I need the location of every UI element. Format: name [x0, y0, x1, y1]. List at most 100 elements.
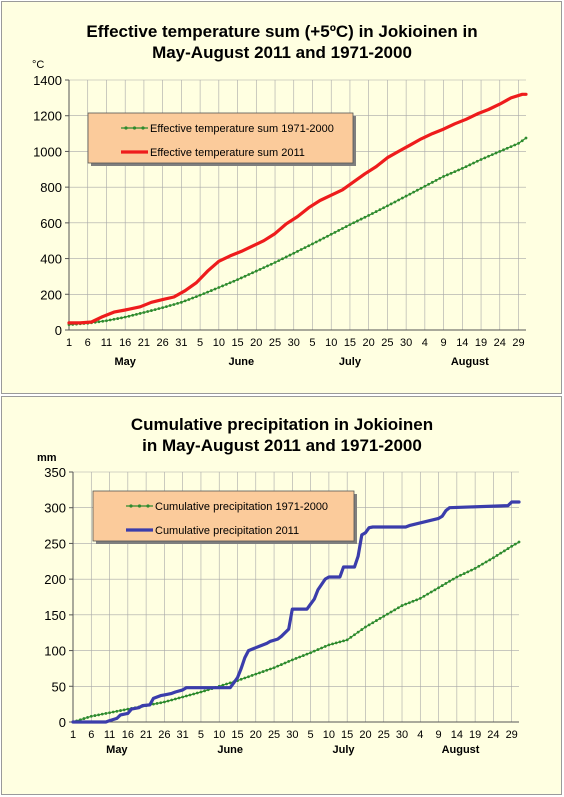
series-point [170, 698, 174, 702]
series-point [236, 278, 239, 282]
y-tick-label: 300 [44, 501, 66, 516]
series-point [116, 317, 120, 320]
series-point [261, 670, 265, 673]
series-point [254, 672, 258, 676]
series-point [318, 238, 322, 242]
series-point [127, 314, 131, 318]
series-point [82, 717, 86, 720]
x-tick-label: 11 [104, 729, 115, 741]
legend-box [87, 112, 354, 164]
legend-swatch-point [141, 126, 145, 130]
series-point [513, 542, 517, 546]
month-label: June [228, 356, 254, 368]
x-tick-label: 4 [417, 729, 423, 741]
series-point [505, 146, 509, 150]
series-point [499, 551, 503, 555]
series-point [492, 556, 495, 560]
x-tick-label: 30 [400, 337, 412, 349]
y-tick-label: 1200 [33, 109, 62, 124]
series-point [184, 694, 188, 698]
x-tick-label: 5 [198, 729, 204, 741]
legend-label-2: Cumulative precipitation 2011 [155, 525, 299, 537]
y-tick-label: 50 [52, 679, 66, 694]
y-tick-label: 0 [55, 323, 62, 338]
y-tick-label: 0 [59, 715, 66, 730]
series-point [371, 621, 375, 625]
series-point [135, 312, 138, 316]
x-tick-label: 6 [85, 337, 91, 349]
series-point [509, 145, 513, 149]
x-tick-label: 20 [359, 729, 371, 741]
x-tick-label: 30 [288, 337, 300, 349]
x-tick-label: 25 [381, 337, 393, 349]
series-point [415, 188, 419, 192]
x-tick-label: 1 [66, 337, 72, 349]
series-point [517, 540, 521, 544]
series-point [161, 306, 165, 310]
series-point [434, 178, 438, 182]
series-point [281, 257, 284, 261]
series-point [520, 139, 524, 143]
legend-swatch-point [137, 504, 142, 508]
series-point [455, 575, 459, 579]
series-point [382, 206, 386, 210]
series-point [213, 287, 217, 291]
series-point [146, 310, 150, 313]
series-line-2 [67, 92, 528, 325]
series-point [502, 549, 506, 553]
series-point [166, 699, 170, 703]
series-point [203, 689, 207, 693]
series-point [247, 273, 251, 276]
x-tick-label: 6 [88, 729, 94, 741]
series-point [199, 690, 203, 694]
x-tick-label: 21 [138, 337, 150, 349]
x-tick-label: 1 [70, 729, 76, 741]
series-point [168, 304, 172, 307]
series-point [426, 592, 430, 596]
series-point [298, 655, 302, 659]
x-tick-label: 15 [341, 729, 353, 741]
series-point [138, 312, 142, 315]
x-tick-label: 20 [363, 337, 375, 349]
series-point [400, 196, 404, 200]
x-tick-label: 11 [101, 337, 112, 349]
series-point [448, 579, 451, 583]
month-label: June [217, 744, 243, 756]
x-tick-label: 31 [175, 337, 187, 349]
series-point [179, 300, 183, 304]
series-point [479, 158, 483, 161]
series-point [400, 604, 404, 607]
series-point [290, 658, 294, 662]
series-point [126, 707, 130, 711]
series-line-2 [71, 500, 521, 724]
x-tick-label: 10 [323, 729, 335, 741]
series-point [292, 251, 296, 255]
month-label: May [114, 356, 136, 368]
series-point [155, 702, 159, 705]
series-point [131, 313, 135, 317]
series-point [423, 184, 427, 188]
legend-label-1: Cumulative precipitation 1971-2000 [155, 501, 328, 513]
series-point [279, 663, 283, 666]
series-point [209, 289, 213, 292]
x-tick-label: 15 [344, 337, 356, 349]
series-point [296, 249, 299, 253]
series-point [97, 320, 101, 324]
series-point [412, 190, 416, 194]
series-point [389, 610, 393, 614]
precipitation-title-line1: Cumulative precipitation in Jokioinen [131, 415, 433, 434]
series-point [316, 648, 320, 651]
series-point [342, 639, 345, 643]
y-tick-label: 800 [40, 180, 62, 195]
series-point [374, 210, 378, 213]
legend-label-2: Effective temperature sum 2011 [150, 147, 305, 159]
y-tick-label: 1000 [33, 144, 62, 159]
series-point [418, 597, 422, 600]
series-point [490, 153, 494, 157]
series-point [243, 274, 247, 278]
series-point [323, 645, 327, 648]
series-point [356, 630, 360, 634]
series-point [442, 175, 445, 178]
x-tick-label: 4 [422, 337, 428, 349]
